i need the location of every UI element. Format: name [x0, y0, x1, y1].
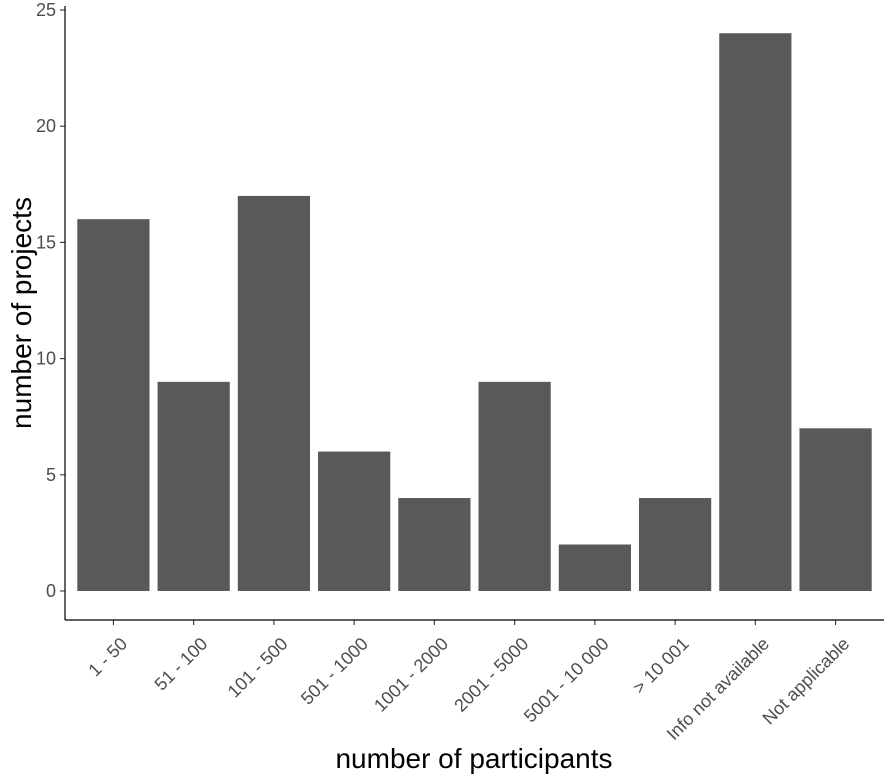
bars-group	[77, 33, 872, 592]
x-tick-label: 1 - 50	[84, 634, 131, 681]
y-tick-label: 10	[36, 349, 56, 369]
x-tick-label: 501 - 1000	[297, 634, 372, 709]
y-axis-title: number of projects	[6, 197, 37, 429]
x-axis-title: number of participants	[335, 743, 612, 774]
bar	[157, 381, 230, 591]
bar	[638, 498, 712, 591]
y-tick-label: 25	[36, 0, 56, 20]
x-tick-label: 101 - 500	[224, 634, 292, 702]
y-tick-label: 0	[46, 581, 56, 601]
x-tick-label: 5001 - 10 000	[520, 634, 613, 727]
y-tick-label: 20	[36, 116, 56, 136]
x-tick-label: 51 - 100	[151, 634, 212, 695]
x-tick-label: 1001 - 2000	[370, 634, 452, 716]
bar	[478, 381, 551, 591]
bar	[237, 195, 311, 592]
bar	[799, 428, 872, 591]
bar	[558, 544, 631, 591]
x-tick-label: 2001 - 5000	[450, 634, 532, 716]
bar	[77, 219, 150, 591]
bar	[318, 451, 391, 591]
y-tick-label: 5	[46, 465, 56, 485]
y-axis-ticks: 0 5 10 15 20 25	[36, 0, 65, 601]
x-tick-label: > 10 001	[629, 634, 693, 698]
bar	[719, 33, 792, 592]
y-tick-label: 15	[36, 232, 56, 252]
bar	[398, 498, 471, 591]
